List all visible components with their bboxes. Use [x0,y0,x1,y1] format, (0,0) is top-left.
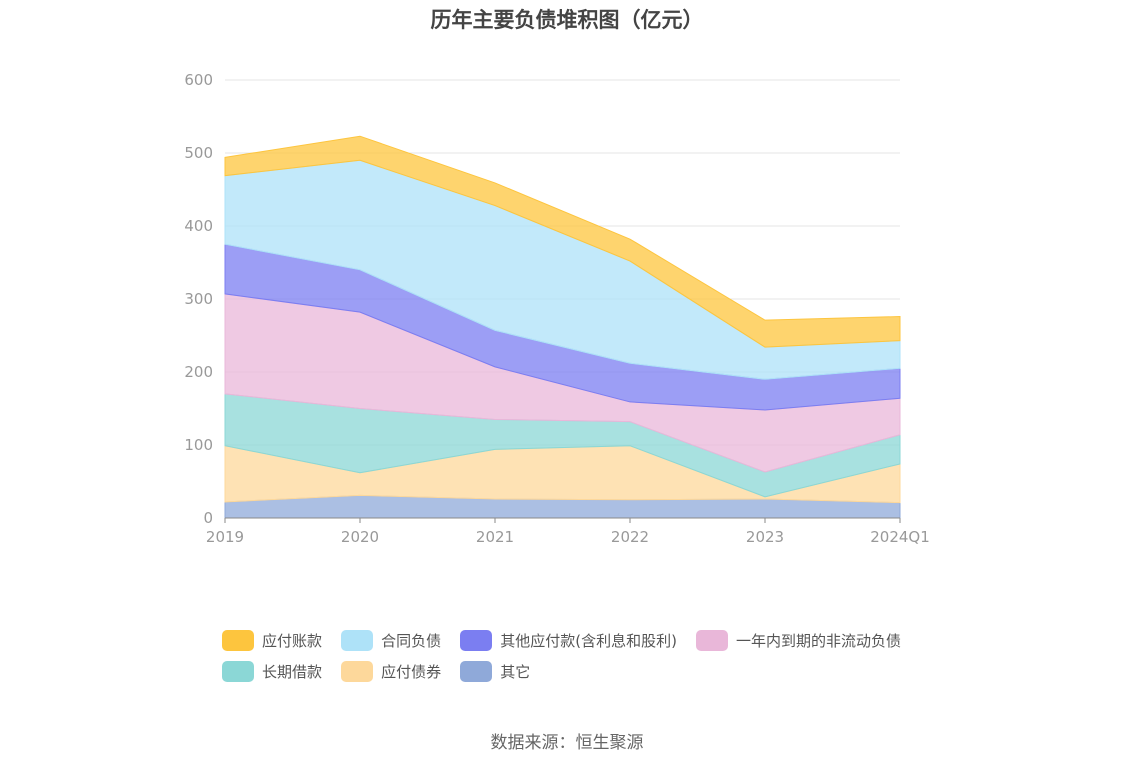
legend-item-other[interactable]: 其它 [460,661,530,682]
legend-item-long-term-loans[interactable]: 长期借款 [222,661,322,682]
y-tick-label: 400 [184,217,213,235]
legend-label: 长期借款 [262,663,323,681]
legend-item-accounts-payable[interactable]: 应付账款 [222,630,322,651]
x-tick-label: 2019 [206,528,244,546]
y-tick-label: 600 [184,71,213,89]
y-tick-label: 500 [184,144,213,162]
y-tick-label: 300 [184,290,213,308]
legend-label: 其它 [500,663,531,681]
x-tick-label: 2024Q1 [870,528,930,546]
y-tick-label: 0 [203,509,213,527]
legend-label: 其他应付款(含利息和股利) [500,632,677,650]
legend-swatch-accounts-payable [222,630,254,651]
y-tick-label: 100 [184,436,213,454]
legend-item-other-payables[interactable]: 其他应付款(含利息和股利) [460,630,677,651]
area-series-应付账款[interactable] [224,135,901,348]
legend-item-contract-liabilities[interactable]: 合同负债 [341,630,441,651]
legend-swatch-other-payables [460,630,493,651]
legend-swatch-contract-liabilities [341,630,374,651]
x-tick-label: 2020 [341,528,379,546]
legend: 应付账款 合同负债 其他应付款(含利息和股利) 一年内到期的非流动负债 长期借款… [222,630,982,692]
stacked-area-chart: 0 100 200 300 400 500 600 2019 2020 2021 2022 2023 2… [184,71,929,546]
legend-item-current-noncurrent-liabilities[interactable]: 一年内到期的非流动负债 [696,630,901,651]
legend-swatch-long-term-loans [222,661,254,682]
data-source: 数据来源：恒生聚源 [490,733,644,753]
legend-label: 合同负债 [381,632,442,650]
y-tick-label: 200 [184,363,213,381]
legend-label: 应付账款 [262,632,323,650]
legend-swatch-other [460,661,493,682]
legend-swatch-bonds-payable [341,661,374,682]
chart-title: 历年主要负债堆积图（亿元） [430,8,704,32]
legend-item-bonds-payable[interactable]: 应付债券 [341,661,441,682]
axes: 0 100 200 300 400 500 600 2019 2020 2021 2022 2023 2… [184,71,929,546]
legend-label: 应付债券 [381,663,442,681]
area-series [224,135,901,519]
x-tick-label: 2022 [611,528,649,546]
x-tick-label: 2023 [746,528,784,546]
legend-label: 一年内到期的非流动负债 [736,632,902,650]
x-tick-label: 2021 [476,528,514,546]
legend-swatch-current-noncurrent-liabilities [696,630,729,651]
